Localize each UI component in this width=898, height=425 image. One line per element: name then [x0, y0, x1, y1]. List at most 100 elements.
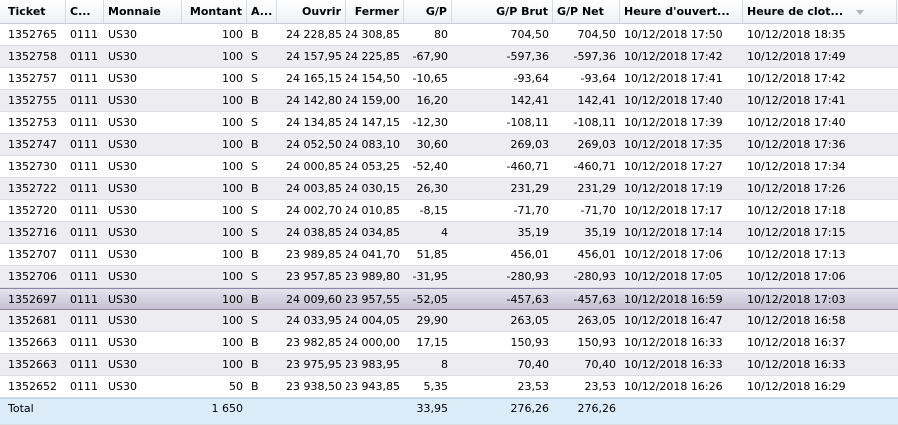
cell: 0111 — [66, 310, 104, 331]
trade-row[interactable]: 1352720 0111 US30 100 S 24 002,70 24 010,85 -8,… — [0, 200, 898, 222]
cell-text: 10/12/2018 17:35 — [624, 138, 723, 151]
cell: 23,53 — [553, 376, 620, 397]
cell: 231,29 — [452, 178, 553, 199]
cell-text: 10/12/2018 17:50 — [624, 28, 723, 41]
column-header-text: Montant — [189, 5, 242, 18]
cell-text: US30 — [108, 160, 138, 173]
cell-text: 24 308,85 — [346, 28, 400, 41]
cell: US30 — [104, 24, 182, 45]
cell: -108,11 — [452, 112, 553, 133]
cell-text: 1352755 — [8, 94, 57, 107]
cell: 24 000,00 — [346, 332, 404, 353]
cell: -52,40 — [404, 156, 452, 177]
cell: -52,05 — [404, 289, 452, 309]
cell: 100 — [182, 156, 247, 177]
cell: -108,11 — [553, 112, 620, 133]
trade-row[interactable]: 1352755 0111 US30 100 B 24 142,80 24 159,00 16,… — [0, 90, 898, 112]
column-header-text: G/P Net — [557, 5, 604, 18]
trade-row[interactable]: 1352681 0111 US30 100 S 24 033,95 24 004,05 29,… — [0, 310, 898, 332]
trade-row[interactable]: 1352747 0111 US30 100 B 24 052,50 24 083,10 30,… — [0, 134, 898, 156]
cell: US30 — [104, 289, 182, 309]
cell-text: US30 — [108, 336, 138, 349]
cell: -67,90 — [404, 46, 452, 67]
cell: 10/12/2018 16:33 — [620, 332, 743, 353]
cell-text: B — [251, 182, 259, 195]
cell: 10/12/2018 17:19 — [620, 178, 743, 199]
cell: 1352707 — [4, 244, 66, 265]
column-header: G/P — [404, 0, 452, 23]
cell: 456,01 — [452, 244, 553, 265]
cell-text: 24 147,15 — [346, 116, 400, 129]
cell-text: 50 — [229, 380, 243, 393]
cell: 0111 — [66, 46, 104, 67]
cell-text: 1352722 — [8, 182, 57, 195]
cell: US30 — [104, 376, 182, 397]
cell: 1352758 — [4, 46, 66, 67]
trade-row[interactable]: 1352758 0111 US30 100 S 24 157,95 24 225,85 -67… — [0, 46, 898, 68]
trade-row[interactable]: 1352652 0111 US30 50 B 23 938,50 23 943,85 5,35… — [0, 376, 898, 398]
cell-text: 23 943,85 — [346, 380, 400, 393]
cell: 23 983,95 — [346, 354, 404, 375]
cell: 1352652 — [4, 376, 66, 397]
cell-text: B — [251, 94, 259, 107]
total-gp-net-text: 276,26 — [577, 402, 617, 415]
trade-row[interactable]: 1352757 0111 US30 100 S 24 165,15 24 154,50 -10… — [0, 68, 898, 90]
cell-text: 10/12/2018 17:06 — [624, 248, 723, 261]
total-gp-text: 33,95 — [416, 402, 449, 415]
cell-text: 10/12/2018 17:36 — [747, 138, 846, 151]
cell-text: 10/12/2018 17:14 — [624, 226, 723, 239]
cell-text: 24 003,85 — [286, 182, 342, 195]
trade-row[interactable]: 1352716 0111 US30 100 S 24 038,85 24 034,85 4 35… — [0, 222, 898, 244]
cell: 10/12/2018 16:59 — [620, 289, 743, 309]
cell: S — [247, 266, 277, 287]
cell: 10/12/2018 17:42 — [743, 68, 870, 89]
total-label: Total — [4, 399, 64, 424]
cell: 10/12/2018 17:06 — [743, 266, 870, 287]
cell-text: US30 — [108, 204, 138, 217]
cell-text: 16,20 — [416, 94, 449, 107]
cell-text: -8,15 — [419, 204, 448, 217]
cell-text: US30 — [108, 72, 138, 85]
cell-text: 24 083,10 — [346, 138, 400, 151]
cell-text: -93,64 — [513, 72, 549, 85]
trade-row[interactable]: 1352706 0111 US30 100 S 23 957,85 23 989,80 -31… — [0, 266, 898, 288]
cell-text: 4 — [441, 226, 448, 239]
cell: 35,19 — [553, 222, 620, 243]
cell: 10/12/2018 16:26 — [620, 376, 743, 397]
trade-row[interactable]: 1352707 0111 US30 100 B 23 989,85 24 041,70 51,… — [0, 244, 898, 266]
total-montant: 1 650 — [182, 399, 247, 424]
cell: 1352716 — [4, 222, 66, 243]
trade-row[interactable]: 1352663 0111 US30 100 B 23 975,95 23 983,95 8 70… — [0, 354, 898, 376]
cell: 23 982,85 — [277, 332, 346, 353]
cell-text: -597,36 — [506, 50, 549, 63]
cell-text: 10/12/2018 17:05 — [624, 270, 723, 283]
cell: 10/12/2018 17:05 — [620, 266, 743, 287]
column-header-text: Ouvrir — [302, 5, 341, 18]
column-header-text: Heure de clot... — [747, 5, 844, 18]
cell: 269,03 — [553, 134, 620, 155]
cell-text: US30 — [108, 358, 138, 371]
cell: 10/12/2018 16:33 — [620, 354, 743, 375]
trade-row[interactable]: 1352730 0111 US30 100 S 24 000,85 24 053,25 -52… — [0, 156, 898, 178]
cell: 10/12/2018 17:14 — [620, 222, 743, 243]
trade-row[interactable]: 1352697 0111 US30 100 B 24 009,60 23 957,55 -52… — [0, 288, 898, 310]
cell: 23 943,85 — [346, 376, 404, 397]
cell: 704,50 — [553, 24, 620, 45]
trade-row[interactable]: 1352765 0111 US30 100 B 24 228,85 24 308,85 80 7… — [0, 24, 898, 46]
cell: B — [247, 244, 277, 265]
cell-text: B — [251, 28, 259, 41]
cell-text: 24 004,05 — [346, 314, 400, 327]
cell: 24 165,15 — [277, 68, 346, 89]
cell-text: 100 — [222, 358, 243, 371]
column-header-text: Fermer — [354, 5, 399, 18]
cell: 0111 — [66, 244, 104, 265]
trade-row[interactable]: 1352663 0111 US30 100 B 23 982,85 24 000,00 17,… — [0, 332, 898, 354]
trade-row[interactable]: 1352722 0111 US30 100 B 24 003,85 24 030,15 26,… — [0, 178, 898, 200]
cell-text: 10/12/2018 17:42 — [624, 50, 723, 63]
trade-row[interactable]: 1352753 0111 US30 100 S 24 134,85 24 147,15 -12… — [0, 112, 898, 134]
cell: 0111 — [66, 134, 104, 155]
total-montant-text: 1 650 — [211, 402, 244, 415]
cell: 24 154,50 — [346, 68, 404, 89]
cell-text: 24 041,70 — [346, 248, 400, 261]
cell-text: S — [251, 314, 258, 327]
